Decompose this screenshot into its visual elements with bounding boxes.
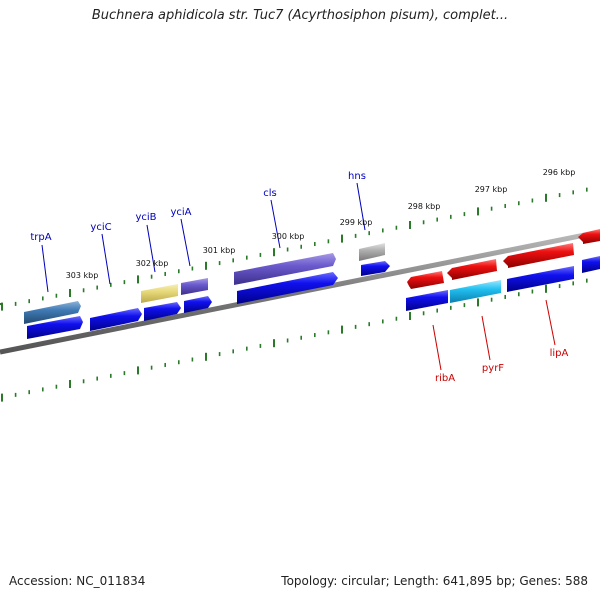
accession-text: Accession: NC_011834: [9, 574, 146, 588]
scale-label-297: 297 kbp: [475, 185, 508, 194]
gene-label-pyrF: pyrF: [482, 363, 504, 374]
scale-label-299: 299 kbp: [340, 218, 373, 227]
scale-labels: 303 kbp 302 kbp 301 kbp 300 kbp 299 kbp …: [66, 168, 576, 280]
scale-label-302: 302 kbp: [136, 259, 169, 268]
scale-label-301: 301 kbp: [203, 246, 236, 255]
feature-cls-cds: [237, 272, 338, 304]
feature-cls: [234, 253, 336, 285]
scale-label-300: 300 kbp: [272, 232, 305, 241]
gene-label-cls: cls: [263, 188, 277, 199]
genome-summary-text: Topology: circular; Length: 641,895 bp; …: [281, 574, 588, 588]
scale-label-296: 296 kbp: [543, 168, 576, 177]
feature-hns: [359, 243, 385, 261]
feature-red-4: [578, 229, 600, 244]
gene-label-hns: hns: [348, 171, 366, 182]
gene-label-yciA: yciA: [170, 207, 191, 218]
gene-labels-bottom: ribA pyrF lipA: [435, 348, 569, 384]
gene-label-ribA: ribA: [435, 373, 455, 384]
feature-yciA: [181, 278, 208, 295]
scale-label-303: 303 kbp: [66, 271, 99, 280]
inner-ticks: [1, 278, 588, 402]
gene-label-yciC: yciC: [90, 222, 111, 233]
leader-lines-top: [41, 182, 366, 293]
feature-ribA-cds: [406, 290, 448, 311]
feature-lipA-red: [503, 243, 574, 268]
gene-labels-top: trpA yciC yciB yciA cls hns: [30, 171, 366, 243]
feature-hns-cds: [361, 261, 390, 276]
feature-trpA-cds: [27, 316, 83, 339]
feature-lipA-cds: [507, 266, 574, 292]
feature-track-inner: [27, 256, 600, 339]
feature-yciB-cds: [144, 302, 181, 321]
outer-ticks: [1, 187, 588, 311]
feature-trpA: [24, 301, 81, 324]
feature-edge-cds: [582, 256, 600, 273]
leader-lines-bottom: [432, 299, 556, 371]
feature-yciC-cds: [90, 308, 142, 331]
genome-backbone: [0, 229, 600, 355]
gene-label-trpA: trpA: [30, 232, 51, 243]
feature-yciB: [141, 284, 178, 303]
feature-yciA-cds: [184, 296, 212, 313]
feature-red-2: [447, 259, 497, 280]
gene-label-lipA: lipA: [550, 348, 569, 359]
feature-red-1: [407, 271, 444, 289]
feature-pyrF-cds: [450, 280, 501, 303]
scale-label-298: 298 kbp: [408, 202, 441, 211]
map-title: Buchnera aphidicola str. Tuc7 (Acyrthosi…: [91, 8, 509, 23]
feature-track-outer: [24, 229, 600, 324]
gene-label-yciB: yciB: [135, 212, 156, 223]
